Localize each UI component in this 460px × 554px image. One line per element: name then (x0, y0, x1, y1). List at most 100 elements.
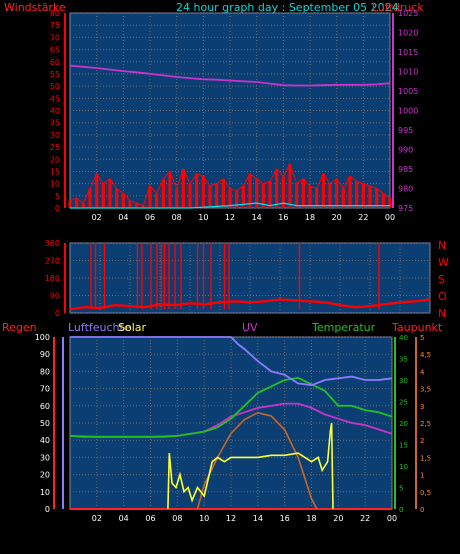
y-tick-label-pressure: 1010 (398, 68, 418, 77)
y-tick-label-pressure: 1015 (398, 48, 418, 57)
y-tick-label-humidity: 70 (40, 385, 50, 394)
weather-plot-area (69, 336, 393, 510)
x-tick-label: 08 (172, 213, 182, 222)
y-tick-label-direction: 0 (55, 309, 60, 318)
y-tick-label-wind: 30 (50, 131, 60, 140)
wind-speed-line (69, 162, 391, 207)
solar-label: Solar (118, 321, 147, 334)
y-tick-label-pressure: 995 (398, 126, 413, 135)
y-tick-label-humidity: 80 (40, 367, 50, 376)
x-tick-label: 00 (385, 213, 395, 222)
y-tick-label-pressure: 1020 (398, 29, 418, 38)
y-tick-label-wind: 75 (50, 21, 60, 30)
y-tick-label-direction: 180 (45, 274, 60, 283)
y-tick-label-pressure: 1000 (398, 107, 418, 116)
y-tick-label-wind: 35 (50, 119, 60, 128)
y-tick-label-wind: 50 (50, 82, 60, 91)
x-tick-label: 16 (280, 514, 290, 523)
x-tick-label: 02 (92, 514, 102, 523)
wind-speed-axis: 0 5 10 15 20 25 30 35 40 45 50 55 60 65 70 75 80 (50, 9, 66, 213)
weather-x-axis: 02 04 06 08 10 12 14 16 18 20 22 00 (92, 514, 397, 523)
weather-axes: 0102030405060708090100051015202530354000… (35, 333, 431, 514)
x-tick-label: 12 (226, 514, 236, 523)
y-tick-label-uv: 4 (420, 368, 425, 376)
y-tick-label-uv: 2 (420, 437, 424, 445)
y-tick-label-uv: 3 (420, 403, 424, 411)
y-tick-label-uv: 0 (420, 506, 424, 514)
wind-direction-series (69, 243, 431, 311)
y-tick-label-uv: 2,5 (420, 420, 431, 428)
x-tick-label: 00 (387, 514, 397, 523)
y-tick-label-wind: 40 (50, 107, 60, 116)
y-tick-label-pressure: 990 (398, 146, 413, 155)
y-tick-label-humidity: 90 (40, 350, 50, 359)
x-tick-label: 22 (360, 514, 370, 523)
y-tick-label-pressure: 975 (398, 204, 413, 213)
y-tick-label-humidity: 10 (40, 488, 50, 497)
y-tick-label-uv: 5 (420, 334, 424, 342)
y-tick-label-wind: 25 (50, 143, 60, 152)
x-tick-label: 02 (92, 213, 102, 222)
y-tick-label-temperature: 5 (399, 485, 403, 493)
y-tick-label-wind: 15 (50, 167, 60, 176)
x-tick-label: 14 (253, 514, 263, 523)
x-tick-label: 20 (332, 213, 342, 222)
y-tick-label-wind: 10 (50, 180, 60, 189)
y-tick-label-wind: 55 (50, 70, 60, 79)
y-tick-label-wind: 0 (55, 204, 60, 213)
weather-series (69, 336, 393, 510)
wind-direction-axis: 0 90 180 270 360 (45, 239, 66, 318)
x-tick-label: 10 (198, 213, 208, 222)
temperature-label: Temperatur (311, 321, 376, 334)
y-tick-label-direction: 90 (50, 292, 60, 301)
y-tick-label-humidity: 20 (40, 471, 50, 480)
solar-line (167, 422, 334, 510)
y-tick-label-wind: 5 (55, 192, 60, 201)
y-tick-label-uv: 0,5 (420, 489, 431, 497)
y-tick-label-temperature: 0 (399, 506, 403, 514)
y-tick-label-temperature: 35 (399, 356, 408, 364)
uv-line (196, 411, 318, 510)
y-tick-label-temperature: 10 (399, 463, 408, 471)
y-tick-label-pressure: 985 (398, 165, 413, 174)
compass-label: S (438, 273, 445, 286)
x-tick-label: 22 (358, 213, 368, 222)
humidity-line (70, 336, 393, 387)
temperature-line (69, 376, 393, 438)
y-tick-label-wind: 60 (50, 58, 60, 67)
left-axis-title: Windstärke (4, 1, 66, 14)
rain-label: Regen (2, 321, 37, 334)
y-tick-label-humidity: 30 (40, 453, 50, 462)
wind-pressure-grid (70, 12, 391, 209)
x-tick-label: 06 (145, 514, 155, 523)
y-tick-label-pressure: 980 (398, 185, 413, 194)
y-tick-label-pressure: 1025 (398, 9, 418, 18)
y-tick-label-humidity: 0 (45, 505, 50, 514)
x-tick-label: 16 (278, 213, 288, 222)
y-tick-label-temperature: 15 (399, 442, 408, 450)
x-tick-label: 14 (252, 213, 262, 222)
x-tick-label: 18 (306, 514, 316, 523)
y-tick-label-wind: 80 (50, 9, 60, 18)
y-tick-label-temperature: 40 (399, 334, 408, 342)
chart-title: 24 hour graph day : September 05 2024 (176, 1, 399, 14)
gust-line (70, 202, 390, 209)
y-tick-label-wind: 20 (50, 155, 60, 164)
x-tick-label: 10 (199, 514, 209, 523)
x-tick-label: 20 (333, 514, 343, 523)
y-tick-label-humidity: 100 (35, 333, 50, 342)
x-tick-label: 04 (119, 514, 129, 523)
x-tick-label: 18 (305, 213, 315, 222)
y-tick-label-direction: 360 (45, 239, 60, 248)
y-tick-label-wind: 65 (50, 46, 60, 55)
y-tick-label-uv: 1,5 (420, 454, 431, 462)
weather-panel: 0102030405060708090100051015202530354000… (35, 333, 431, 523)
direction-line (69, 298, 431, 311)
y-tick-label-wind: 70 (50, 33, 60, 42)
y-tick-label-temperature: 20 (399, 420, 408, 428)
right-axis-title: Luftdruck (372, 1, 424, 14)
y-tick-label-uv: 4,5 (420, 351, 431, 359)
